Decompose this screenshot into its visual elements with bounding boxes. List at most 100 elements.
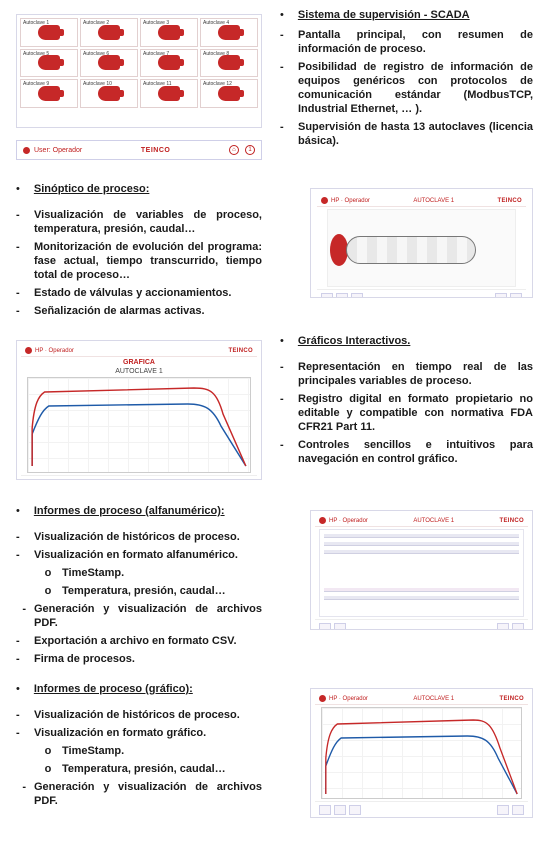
alfa-b4: Exportación a archivo en formato CSV. bbox=[34, 634, 262, 648]
toolbar-button[interactable] bbox=[70, 479, 82, 481]
section-title-sinoptico: Sinóptico de proceso: bbox=[34, 182, 150, 196]
alpha-report-figure: HP · Operador AUTOCLAVE 1 TEINCO bbox=[310, 510, 533, 630]
chart-title: GRAFICA bbox=[21, 359, 257, 366]
chart-title: AUTOCLAVE 1 bbox=[413, 696, 454, 702]
toolbar-button[interactable] bbox=[319, 805, 331, 815]
autoclave-icon bbox=[158, 86, 180, 101]
toolbar-button[interactable] bbox=[241, 479, 253, 481]
brand-label: TEINCO bbox=[229, 348, 253, 354]
toolbar-button[interactable] bbox=[497, 623, 509, 631]
autoclave-cell: Autoclave 3 bbox=[140, 18, 198, 47]
toolbar-button[interactable] bbox=[85, 479, 97, 481]
series-b bbox=[32, 404, 246, 466]
bullet-icon: • bbox=[16, 682, 20, 696]
autoclave-icon bbox=[218, 25, 240, 40]
toolbar-button[interactable] bbox=[334, 805, 346, 815]
autoclave-icon bbox=[218, 55, 240, 70]
autoclave-icon bbox=[158, 25, 180, 40]
graf-s2: Temperatura, presión, caudal… bbox=[62, 762, 262, 776]
bullet-icon: • bbox=[16, 504, 20, 518]
section-title-scada: Sistema de supervisión - SCADA bbox=[298, 8, 470, 22]
autoclave-cell: Autoclave 11 bbox=[140, 79, 198, 108]
interactive-chart-figure: HP · Operador TEINCO GRAFICA AUTOCLAVE 1 bbox=[16, 340, 262, 480]
toolbar-button[interactable] bbox=[512, 805, 524, 815]
autoclave-cell: Autoclave 6 bbox=[80, 49, 138, 78]
user-icon bbox=[23, 147, 30, 154]
autoclave-icon bbox=[38, 25, 60, 40]
autoclave-icon bbox=[158, 55, 180, 70]
alfa-s1: TimeStamp. bbox=[62, 566, 262, 580]
indicator-icon: ⌂ bbox=[229, 145, 239, 155]
bullet-icon: • bbox=[16, 182, 20, 196]
toolbar-button[interactable] bbox=[55, 479, 67, 481]
alarm-icon: 1 bbox=[245, 145, 255, 155]
scada-p3: Supervisión de hasta 13 autoclaves (lice… bbox=[298, 120, 533, 148]
bullet-icon: • bbox=[280, 334, 284, 348]
fig-user: HP · Operador bbox=[331, 198, 370, 204]
fig-title: AUTOCLAVE 1 bbox=[413, 518, 454, 524]
alfa-s2: Temperatura, presión, caudal… bbox=[62, 584, 262, 598]
autoclave-cell: Autoclave 1 bbox=[20, 18, 78, 47]
alfa-b2: Visualización en formato alfanumérico. bbox=[34, 548, 262, 562]
autoclave-cell: Autoclave 8 bbox=[200, 49, 258, 78]
brand-label: TEINCO bbox=[500, 696, 524, 702]
autoclave-icon bbox=[98, 55, 120, 70]
toolbar-button[interactable] bbox=[319, 623, 331, 631]
toolbar-button[interactable] bbox=[349, 805, 361, 815]
user-label: User: Operador bbox=[34, 147, 82, 154]
autoclave-cell: Autoclave 4 bbox=[200, 18, 258, 47]
section-title-inf-alfa: Informes de proceso (alfanumérico): bbox=[34, 504, 225, 518]
chart-plot bbox=[27, 377, 251, 473]
toolbar-button[interactable] bbox=[510, 293, 522, 299]
scada-p2: Posibilidad de registro de información d… bbox=[298, 60, 533, 116]
section-title-graficos: Gráficos Interactivos. bbox=[298, 334, 411, 348]
series-b bbox=[326, 736, 517, 794]
scada-grid-figure: Autoclave 1 Autoclave 2 Autoclave 3 Auto… bbox=[16, 14, 262, 128]
toolbar-button[interactable] bbox=[40, 479, 52, 481]
graf-b2: Registro digital en formato propietario … bbox=[298, 392, 533, 434]
scada-p1: Pantalla principal, con resumen de infor… bbox=[298, 28, 533, 56]
series-a bbox=[326, 720, 517, 794]
graf-b1: Representación en tiempo real de las pri… bbox=[298, 360, 533, 388]
series-a bbox=[32, 388, 246, 466]
graf-b3: Generación y visualización de archivos P… bbox=[34, 780, 262, 808]
brand-label: TEINCO bbox=[141, 147, 170, 154]
autoclave-cell: Autoclave 10 bbox=[80, 79, 138, 108]
user-icon bbox=[25, 347, 32, 354]
chart-plot bbox=[321, 707, 522, 799]
toolbar-button[interactable] bbox=[336, 293, 348, 299]
user-icon bbox=[321, 197, 328, 204]
alfa-b3: Generación y visualización de archivos P… bbox=[34, 602, 262, 630]
toolbar-button[interactable] bbox=[351, 293, 363, 299]
bullet-icon: • bbox=[280, 8, 284, 22]
toolbar-button[interactable] bbox=[100, 479, 112, 481]
toolbar-button[interactable] bbox=[25, 479, 37, 481]
brand-bar: User: Operador TEINCO ⌂ 1 bbox=[16, 140, 262, 160]
autoclave-cell: Autoclave 12 bbox=[200, 79, 258, 108]
toolbar-button[interactable] bbox=[497, 805, 509, 815]
alfa-b1: Visualización de históricos de proceso. bbox=[34, 530, 262, 544]
graf-b3: Controles sencillos e intuitivos para na… bbox=[298, 438, 533, 466]
autoclave-icon bbox=[98, 86, 120, 101]
graf-b1: Visualización de históricos de proceso. bbox=[34, 708, 262, 722]
sinop-b4: Señalización de alarmas activas. bbox=[34, 304, 262, 318]
autoclave-icon bbox=[38, 55, 60, 70]
autoclave-icon bbox=[38, 86, 60, 101]
toolbar-button[interactable] bbox=[334, 623, 346, 631]
autoclave-icon bbox=[218, 86, 240, 101]
graf-b2: Visualización en formato gráfico. bbox=[34, 726, 262, 740]
autoclave-cell: Autoclave 9 bbox=[20, 79, 78, 108]
autoclave-icon bbox=[98, 25, 120, 40]
graf-s1: TimeStamp. bbox=[62, 744, 262, 758]
brand-label: TEINCO bbox=[498, 198, 522, 204]
toolbar-button[interactable] bbox=[495, 293, 507, 299]
toolbar-button[interactable] bbox=[321, 293, 333, 299]
toolbar-button[interactable] bbox=[226, 479, 238, 481]
toolbar-button[interactable] bbox=[512, 623, 524, 631]
sinop-b1: Visualización de variables de proceso, t… bbox=[34, 208, 262, 236]
chart-subtitle: AUTOCLAVE 1 bbox=[21, 368, 257, 375]
autoclave-cell: Autoclave 2 bbox=[80, 18, 138, 47]
fig-title: AUTOCLAVE 1 bbox=[413, 198, 454, 204]
autoclave-cell: Autoclave 7 bbox=[140, 49, 198, 78]
section-title-inf-graf: Informes de proceso (gráfico): bbox=[34, 682, 193, 696]
